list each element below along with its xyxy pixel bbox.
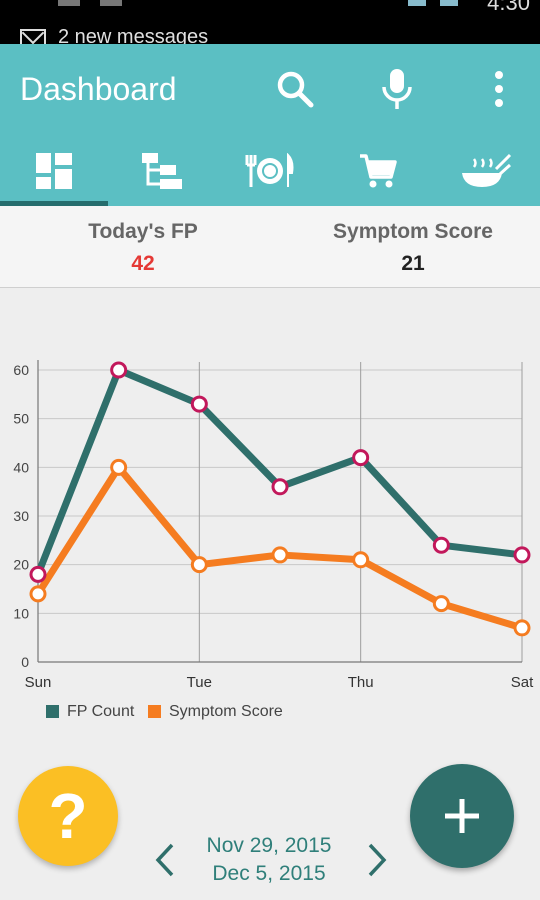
data-point-fp-count <box>513 546 531 564</box>
status-bar: 4:30 2 new messages <box>0 0 540 44</box>
status-icons-right <box>408 0 458 6</box>
cooking-pan-icon <box>462 153 512 187</box>
fork-plate-knife-icon <box>245 153 294 187</box>
chevron-right-icon <box>368 843 387 877</box>
add-button[interactable] <box>410 764 514 868</box>
tab-cooking[interactable] <box>432 136 540 206</box>
data-point-fp-count <box>29 565 47 583</box>
line-chart: 0 10 20 30 40 50 60 Sun Tue Thu Sat FP Count Symptom… <box>0 340 540 740</box>
fp-summary: Today's FP 42 <box>8 220 278 276</box>
y-tick-label: 50 <box>13 411 29 427</box>
y-tick-label: 20 <box>13 557 29 573</box>
status-time: 4:30 <box>487 0 530 15</box>
x-tick-label: Sat <box>511 674 534 691</box>
tab-bar <box>0 136 540 206</box>
data-point-symptom-score <box>352 551 370 569</box>
fp-label: Today's FP <box>88 220 198 243</box>
hierarchy-icon <box>142 153 182 189</box>
dashboard-icon <box>36 153 72 189</box>
legend-label: Symptom Score <box>169 703 283 720</box>
data-point-symptom-score <box>432 595 450 613</box>
tab-dashboard[interactable] <box>0 136 108 206</box>
fp-value: 42 <box>131 252 155 275</box>
next-week-button[interactable] <box>362 840 392 880</box>
data-point-fp-count <box>271 478 289 496</box>
symptom-summary: Symptom Score 21 <box>278 220 540 276</box>
tab-meals[interactable] <box>216 136 324 206</box>
y-tick-label: 0 <box>21 654 29 670</box>
page-title: Dashboard <box>20 71 177 107</box>
notification: 2 new messages <box>20 26 208 44</box>
date-range: Nov 29, 2015 Dec 5, 2015 <box>194 832 344 888</box>
search-icon[interactable] <box>272 66 318 112</box>
data-point-fp-count <box>352 449 370 467</box>
date-range-end: Dec 5, 2015 <box>212 862 326 885</box>
mail-icon <box>20 28 46 44</box>
data-point-fp-count <box>190 395 208 413</box>
tab-hierarchy[interactable] <box>108 136 216 206</box>
data-point-fp-count <box>110 361 128 379</box>
previous-week-button[interactable] <box>150 840 180 880</box>
notification-text: 2 new messages <box>58 26 209 44</box>
plus-icon <box>445 799 479 833</box>
microphone-icon[interactable] <box>374 66 420 112</box>
question-mark-icon: ? <box>48 780 88 852</box>
chart-svg: 0 10 20 30 40 50 60 Sun Tue Thu Sat FP Count Symptom… <box>13 360 534 720</box>
app-bar: Dashboard <box>0 44 540 136</box>
y-tick-label: 30 <box>13 508 29 524</box>
legend-label: FP Count <box>67 703 135 720</box>
x-tick-label: Tue <box>187 674 212 691</box>
data-point-symptom-score <box>271 546 289 564</box>
data-point-symptom-score <box>29 585 47 603</box>
symptom-label: Symptom Score <box>333 220 493 243</box>
status-icons-left <box>58 0 122 6</box>
x-tick-label: Thu <box>348 674 374 691</box>
y-tick-label: 10 <box>13 605 29 621</box>
chevron-left-icon <box>155 843 174 877</box>
overflow-menu-icon[interactable] <box>476 66 522 112</box>
date-range-start: Nov 29, 2015 <box>206 834 332 857</box>
data-point-symptom-score <box>513 619 531 637</box>
data-point-symptom-score <box>110 458 128 476</box>
shopping-cart-icon <box>360 154 397 188</box>
y-tick-label: 60 <box>13 362 29 378</box>
help-button[interactable]: ? <box>18 766 118 866</box>
data-point-fp-count <box>432 536 450 554</box>
date-range-nav: Nov 29, 2015 Dec 5, 2015 <box>150 830 400 890</box>
tab-shopping[interactable] <box>324 136 432 206</box>
x-tick-label: Sun <box>25 674 52 691</box>
y-tick-label: 40 <box>13 459 29 475</box>
symptom-value: 21 <box>401 252 425 275</box>
legend-swatch <box>148 705 161 718</box>
data-point-symptom-score <box>190 556 208 574</box>
legend-swatch <box>46 705 59 718</box>
summary-panel: Today's FP 42 Symptom Score 21 <box>0 206 540 288</box>
